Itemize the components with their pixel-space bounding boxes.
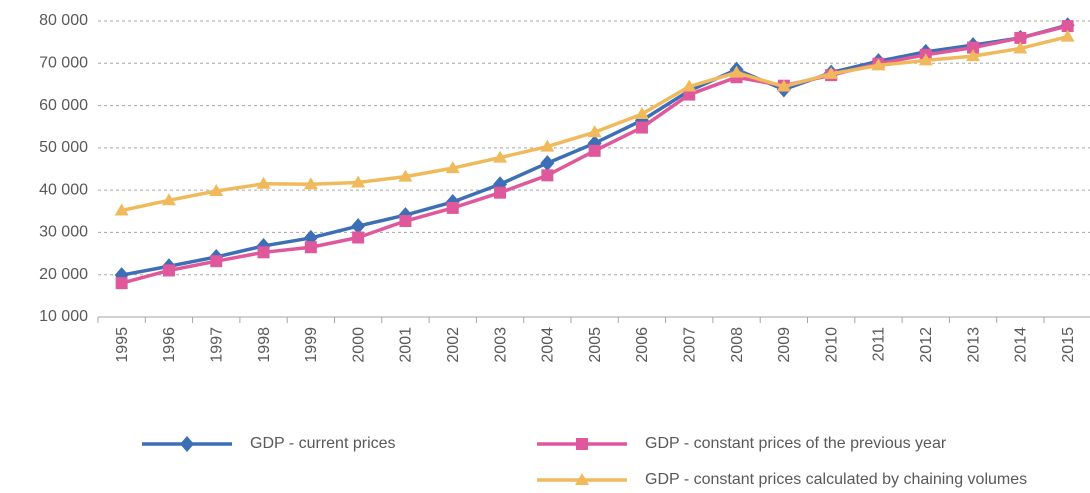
marker [1014, 31, 1027, 44]
marker [115, 277, 128, 290]
marker [729, 65, 744, 78]
x-tick-label: 1995 [114, 327, 131, 363]
marker [209, 183, 224, 196]
marker [871, 58, 886, 71]
marker [635, 121, 648, 134]
marker [303, 177, 318, 190]
x-tick-label: 2012 [918, 327, 935, 363]
y-tick-label: 40 000 [39, 181, 88, 198]
x-tick-label: 2003 [492, 327, 509, 363]
marker [114, 203, 129, 216]
x-tick-label: 2013 [965, 327, 982, 363]
marker [398, 169, 413, 182]
x-tick-label: 2008 [729, 327, 746, 363]
marker [162, 264, 175, 277]
x-tick-label: 2005 [587, 327, 604, 363]
x-tick-label: 2011 [871, 327, 888, 362]
marker [494, 186, 507, 199]
marker [587, 125, 602, 138]
x-tick-label: 2009 [776, 327, 793, 363]
marker [918, 53, 933, 66]
x-tick-label: 1998 [256, 327, 273, 363]
marker [824, 66, 839, 79]
legend-label: GDP - current prices [250, 435, 396, 452]
marker [683, 88, 696, 101]
marker [399, 215, 412, 228]
x-tick-label: 2000 [350, 327, 367, 363]
marker [682, 79, 697, 92]
legend-label: GDP - constant prices of the previous ye… [645, 435, 947, 452]
y-tick-label: 60 000 [39, 97, 88, 114]
marker [966, 49, 981, 62]
marker [161, 193, 176, 206]
marker [967, 41, 980, 54]
marker [210, 255, 223, 268]
x-tick-label: 1996 [161, 327, 178, 363]
y-tick-label: 80 000 [39, 12, 88, 29]
marker [493, 150, 508, 163]
marker [352, 231, 365, 244]
x-tick-label: 1997 [208, 327, 225, 363]
marker [1013, 41, 1028, 54]
x-tick-label: 2001 [398, 327, 415, 363]
marker [576, 438, 588, 450]
marker [588, 144, 601, 157]
y-tick-label: 30 000 [39, 224, 88, 241]
x-tick-label: 2006 [634, 327, 651, 363]
y-tick-label: 70 000 [39, 55, 88, 72]
marker [1060, 29, 1075, 42]
x-tick-label: 2015 [1060, 327, 1077, 363]
legend-label: GDP - constant prices calculated by chai… [645, 471, 1027, 488]
marker [351, 175, 366, 188]
marker [304, 241, 317, 254]
x-tick-label: 2002 [445, 327, 462, 363]
marker [575, 473, 589, 485]
y-tick-label: 20 000 [39, 266, 88, 283]
x-tick-label: 2004 [540, 327, 557, 363]
marker [540, 155, 555, 172]
marker [445, 161, 460, 174]
marker [634, 107, 649, 120]
x-tick-label: 2010 [823, 327, 840, 363]
marker [180, 436, 194, 452]
x-tick-label: 2007 [681, 327, 698, 363]
y-tick-label: 10 000 [39, 308, 88, 325]
marker [776, 79, 791, 92]
marker [540, 139, 555, 152]
marker [446, 201, 459, 214]
marker [541, 169, 554, 182]
x-tick-label: 2014 [1013, 327, 1030, 363]
marker [256, 176, 271, 189]
marker [257, 246, 270, 259]
y-tick-label: 50 000 [39, 139, 88, 156]
marker [351, 218, 366, 235]
marker [1061, 20, 1074, 33]
x-tick-label: 1999 [303, 327, 320, 363]
